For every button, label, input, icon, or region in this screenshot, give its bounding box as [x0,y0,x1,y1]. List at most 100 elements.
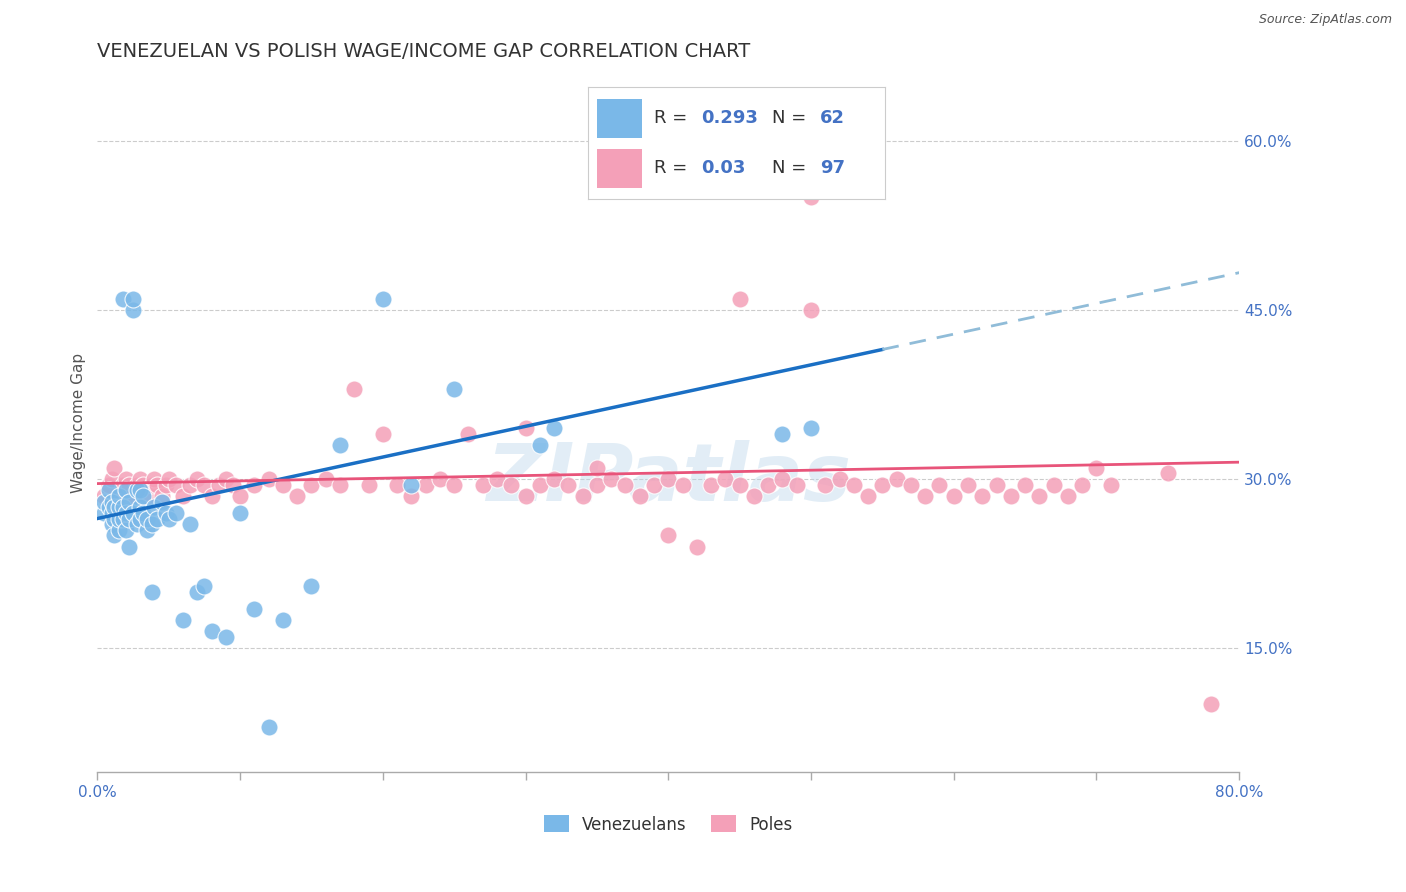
Point [285,489,308,503]
Point [385,477,408,491]
Point [157,472,180,486]
Point [329,477,352,491]
Point [150,494,173,508]
Point [429,472,451,486]
Point [115,523,138,537]
Point [118,540,141,554]
Point [118,511,141,525]
Point [118,494,141,508]
Text: VENEZUELAN VS POLISH WAGE/INCOME GAP CORRELATION CHART: VENEZUELAN VS POLISH WAGE/INCOME GAP COR… [97,42,751,61]
Point [1099,477,1122,491]
Point [97,483,120,498]
Text: Source: ZipAtlas.com: Source: ZipAtlas.com [1258,13,1392,27]
Point [329,438,352,452]
Point [115,506,138,520]
Point [215,630,238,644]
Point [141,477,163,491]
Point [543,472,565,486]
Point [229,489,252,503]
Point [107,489,129,503]
Point [443,382,465,396]
Point [155,477,177,491]
Point [93,506,115,520]
Point [112,292,135,306]
Point [150,489,173,503]
Point [172,489,194,503]
Point [343,382,366,396]
Point [543,421,565,435]
Point [271,613,294,627]
Point [657,528,679,542]
Point [886,472,908,486]
Point [141,584,163,599]
Point [115,483,138,498]
Point [100,472,122,486]
Point [1014,477,1036,491]
Point [728,292,751,306]
Text: ZIPatlas: ZIPatlas [486,440,851,517]
Point [200,624,222,639]
Point [143,472,166,486]
Point [100,506,122,520]
Point [371,427,394,442]
Point [122,303,145,318]
Point [443,477,465,491]
Point [614,477,637,491]
Point [215,472,238,486]
Point [107,523,129,537]
Point [103,511,125,525]
Point [118,477,141,491]
Point [928,477,950,491]
Point [471,477,494,491]
Point [127,517,149,532]
Point [671,477,693,491]
Point [872,477,894,491]
Point [515,489,537,503]
Point [772,472,794,486]
Point [571,489,593,503]
Point [457,427,479,442]
Point [1085,460,1108,475]
Point [515,421,537,435]
Point [271,477,294,491]
Point [127,483,149,498]
Point [714,472,737,486]
Point [828,472,851,486]
Point [129,500,152,515]
Point [485,472,508,486]
Point [222,477,245,491]
Point [243,477,266,491]
Point [942,489,965,503]
Point [401,489,423,503]
Point [786,477,808,491]
Point [301,579,323,593]
Point [728,477,751,491]
Point [842,477,865,491]
Y-axis label: Wage/Income Gap: Wage/Income Gap [72,352,86,492]
Point [93,494,115,508]
Point [1042,477,1064,491]
Point [132,477,155,491]
Point [157,511,180,525]
Point [122,489,145,503]
Point [112,500,135,515]
Point [529,477,551,491]
Point [586,477,609,491]
Point [136,523,159,537]
Point [132,506,155,520]
Point [146,511,169,525]
Point [129,472,152,486]
Point [800,421,823,435]
Point [112,477,135,491]
Point [107,489,129,503]
Point [186,584,208,599]
Point [1157,467,1180,481]
Point [686,540,709,554]
Point [856,489,879,503]
Point [357,477,380,491]
Point [1000,489,1022,503]
Point [172,613,194,627]
Point [600,472,623,486]
Point [97,500,120,515]
Point [165,506,187,520]
